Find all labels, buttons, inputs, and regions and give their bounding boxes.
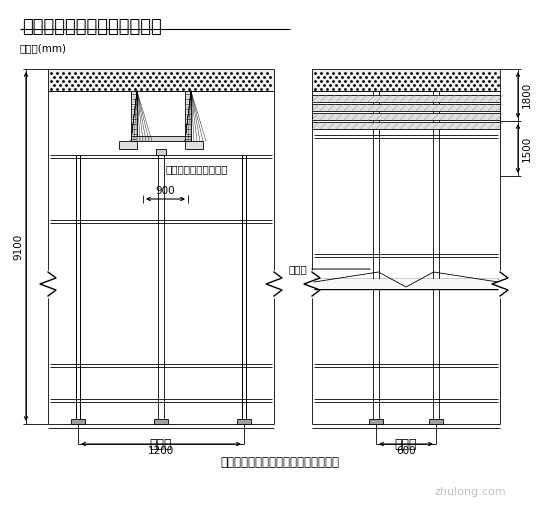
Text: zhulong.com: zhulong.com — [434, 487, 506, 497]
Bar — [312, 122, 500, 129]
Text: 600: 600 — [396, 446, 416, 456]
Bar — [154, 419, 168, 424]
Text: 双立杆: 双立杆 — [288, 264, 307, 274]
Bar — [312, 69, 500, 91]
Bar — [131, 136, 191, 141]
Bar — [429, 419, 443, 424]
Bar — [71, 419, 85, 424]
Text: 1500: 1500 — [522, 135, 532, 161]
Text: 9100: 9100 — [13, 233, 23, 260]
Bar — [312, 113, 500, 120]
Bar — [312, 95, 500, 102]
Bar — [48, 69, 274, 91]
Text: 900: 900 — [156, 186, 175, 196]
Text: 断面图: 断面图 — [150, 437, 172, 450]
Bar — [369, 419, 383, 424]
Text: 1800: 1800 — [522, 82, 532, 108]
Bar — [185, 141, 203, 149]
Bar — [131, 91, 137, 141]
Text: 侧面图: 侧面图 — [395, 437, 417, 450]
Text: 立杆布置详图及梁支撐布置图: 立杆布置详图及梁支撐布置图 — [22, 18, 162, 36]
Bar — [185, 91, 191, 141]
Bar — [312, 104, 500, 111]
Bar — [119, 141, 137, 149]
Text: 多根承重立杆，木方支撐垂直于梁截面: 多根承重立杆，木方支撐垂直于梁截面 — [221, 455, 339, 468]
Text: 1200: 1200 — [148, 446, 174, 456]
Bar — [314, 279, 498, 289]
Text: 多道承重立杆图中省略: 多道承重立杆图中省略 — [166, 164, 228, 174]
Bar — [156, 149, 166, 155]
Text: 单位：(mm): 单位：(mm) — [20, 43, 67, 53]
Bar — [237, 419, 251, 424]
